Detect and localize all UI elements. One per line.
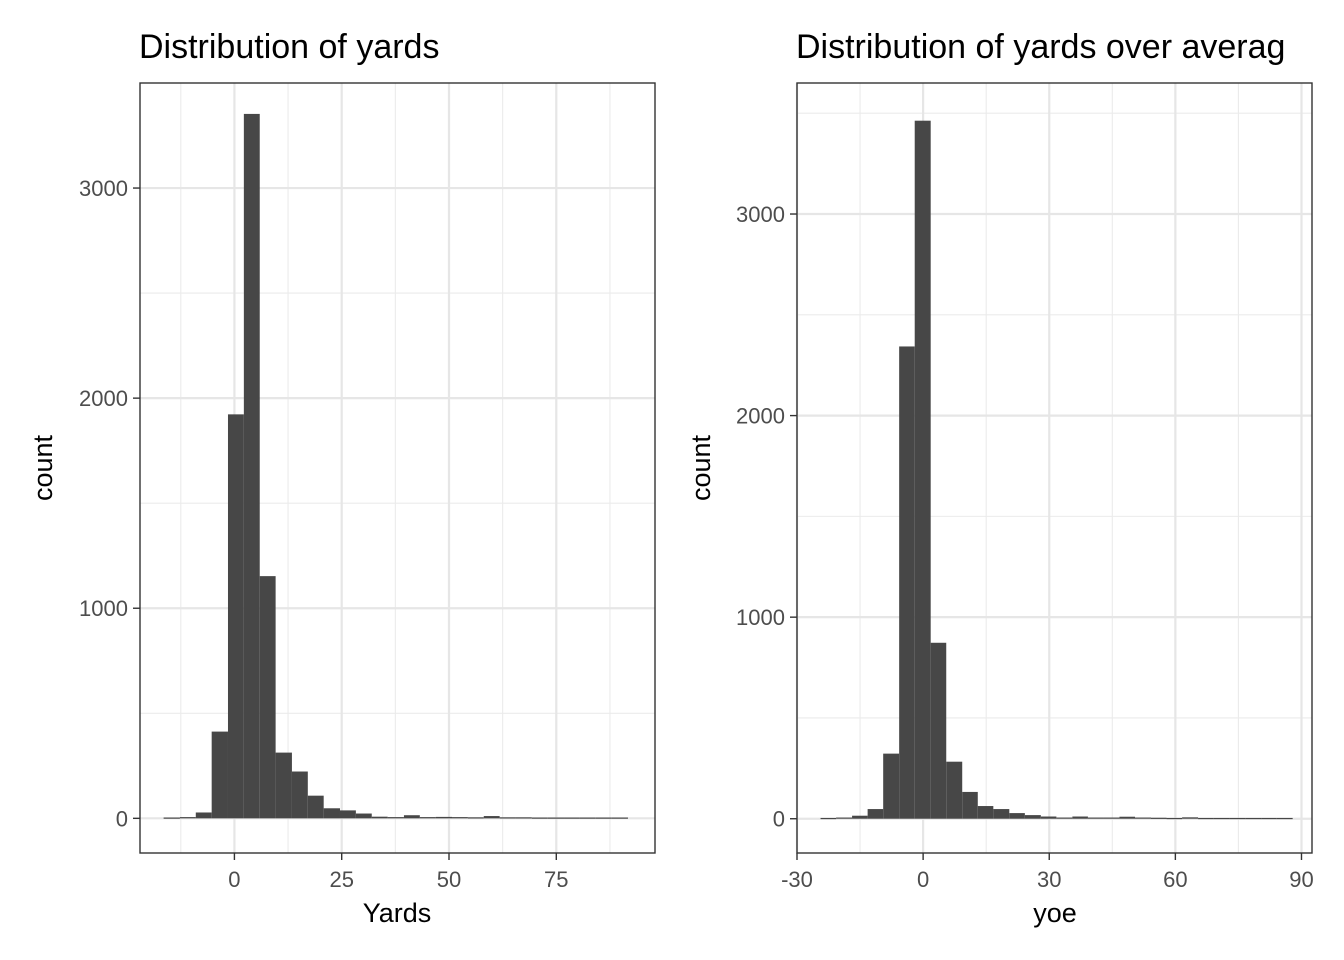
histogram-bar (1261, 817, 1277, 820)
histogram-bar (930, 642, 947, 819)
bars (820, 120, 1293, 820)
histogram-bar (163, 817, 180, 819)
histogram-bar (1056, 817, 1073, 819)
yoe-histogram-panel: Distribution of yards over averag yoe co… (686, 28, 1314, 928)
histogram-bar (1166, 817, 1183, 820)
histogram-bar (993, 809, 1010, 819)
histogram-bar (946, 761, 963, 819)
y-tick-label: 1000 (736, 605, 785, 630)
histogram-bar (611, 817, 628, 819)
axis-ticks: 0 25 50 75 0 1000 2000 3000 (79, 176, 568, 892)
histogram-bar (1198, 817, 1214, 820)
panel-border (796, 82, 1313, 854)
histogram-bar (387, 817, 404, 819)
y-tick-label: 3000 (79, 176, 128, 201)
y-axis-label: count (686, 434, 716, 501)
histogram-bar (211, 731, 228, 819)
histogram-bar (467, 817, 484, 819)
histogram-bar (1040, 816, 1057, 819)
x-tick-label: 30 (1037, 867, 1061, 892)
histogram-bar (179, 817, 196, 819)
y-tick-label: 2000 (736, 404, 785, 429)
x-tick-label: 90 (1289, 867, 1313, 892)
histogram-bar (867, 809, 884, 819)
histogram-bar (243, 113, 260, 819)
x-tick-label: 50 (437, 867, 461, 892)
histogram-bar (1009, 813, 1025, 819)
histogram-bar (914, 120, 931, 819)
histogram-bar (1245, 817, 1262, 820)
x-tick-label: 75 (544, 867, 568, 892)
y-tick-label: 0 (116, 806, 128, 831)
histogram-bar (419, 817, 436, 819)
y-axis-label: count (28, 434, 58, 501)
x-tick-label: 25 (329, 867, 353, 892)
x-axis-label: Yards (363, 898, 432, 928)
histogram-bar (852, 815, 868, 819)
histogram-bar (1103, 817, 1120, 819)
histogram-bar (883, 753, 900, 819)
histogram-bar (595, 817, 612, 819)
histogram-bar (836, 817, 853, 819)
histogram-bar (499, 817, 516, 819)
chart-title: Distribution of yards over averag (796, 28, 1285, 66)
histogram-bar (1150, 817, 1167, 819)
histogram-bar (1119, 816, 1136, 819)
y-tick-label: 0 (773, 807, 785, 832)
histogram-bar (564, 817, 580, 819)
histogram-bar (547, 817, 565, 819)
histogram-bar (1072, 816, 1088, 819)
histogram-bar (820, 817, 837, 820)
x-tick-label: 0 (228, 867, 240, 892)
histogram-bar (515, 817, 532, 819)
histogram-bar (227, 414, 244, 819)
histogram-bar (307, 795, 324, 819)
x-tick-label: 0 (917, 867, 929, 892)
histogram-bar (531, 817, 548, 819)
histogram-bar (339, 810, 356, 819)
x-tick-label: 60 (1163, 867, 1187, 892)
chart-title: Distribution of yards (139, 28, 439, 66)
y-tick-label: 3000 (736, 202, 785, 227)
histogram-bar (403, 815, 420, 819)
histogram-bar (962, 791, 978, 819)
histogram-bar (1024, 815, 1041, 819)
histogram-bar (483, 816, 500, 819)
y-tick-label: 1000 (79, 596, 128, 621)
histogram-bar (1135, 817, 1151, 819)
bars (163, 113, 628, 819)
histogram-bar (1213, 817, 1230, 820)
histogram-bar (1087, 817, 1104, 819)
x-axis-label: yoe (1033, 898, 1077, 928)
histogram-bar (259, 576, 276, 819)
histogram-bar (195, 812, 212, 819)
histogram-bar (1182, 817, 1199, 819)
histogram-bar (291, 771, 308, 819)
histogram-bar (977, 806, 994, 819)
histogram-bar (452, 817, 468, 819)
yards-histogram-panel: Distribution of yards Yards count 0 25 50 7… (28, 28, 656, 928)
histogram-bar (1276, 817, 1293, 820)
histogram-bar (323, 808, 340, 819)
histogram-bar (275, 752, 292, 819)
histogram-bar (435, 816, 453, 819)
axis-ticks: -30 0 30 60 90 0 1000 2000 3000 (736, 202, 1314, 892)
y-tick-label: 2000 (79, 386, 128, 411)
x-tick-label: -30 (781, 867, 813, 892)
histogram-bar (371, 816, 388, 819)
histogram-bar (899, 346, 915, 819)
histogram-bar (355, 813, 372, 819)
histogram-bar (579, 817, 596, 819)
panel-border (139, 82, 656, 854)
histogram-bar (1229, 817, 1246, 820)
